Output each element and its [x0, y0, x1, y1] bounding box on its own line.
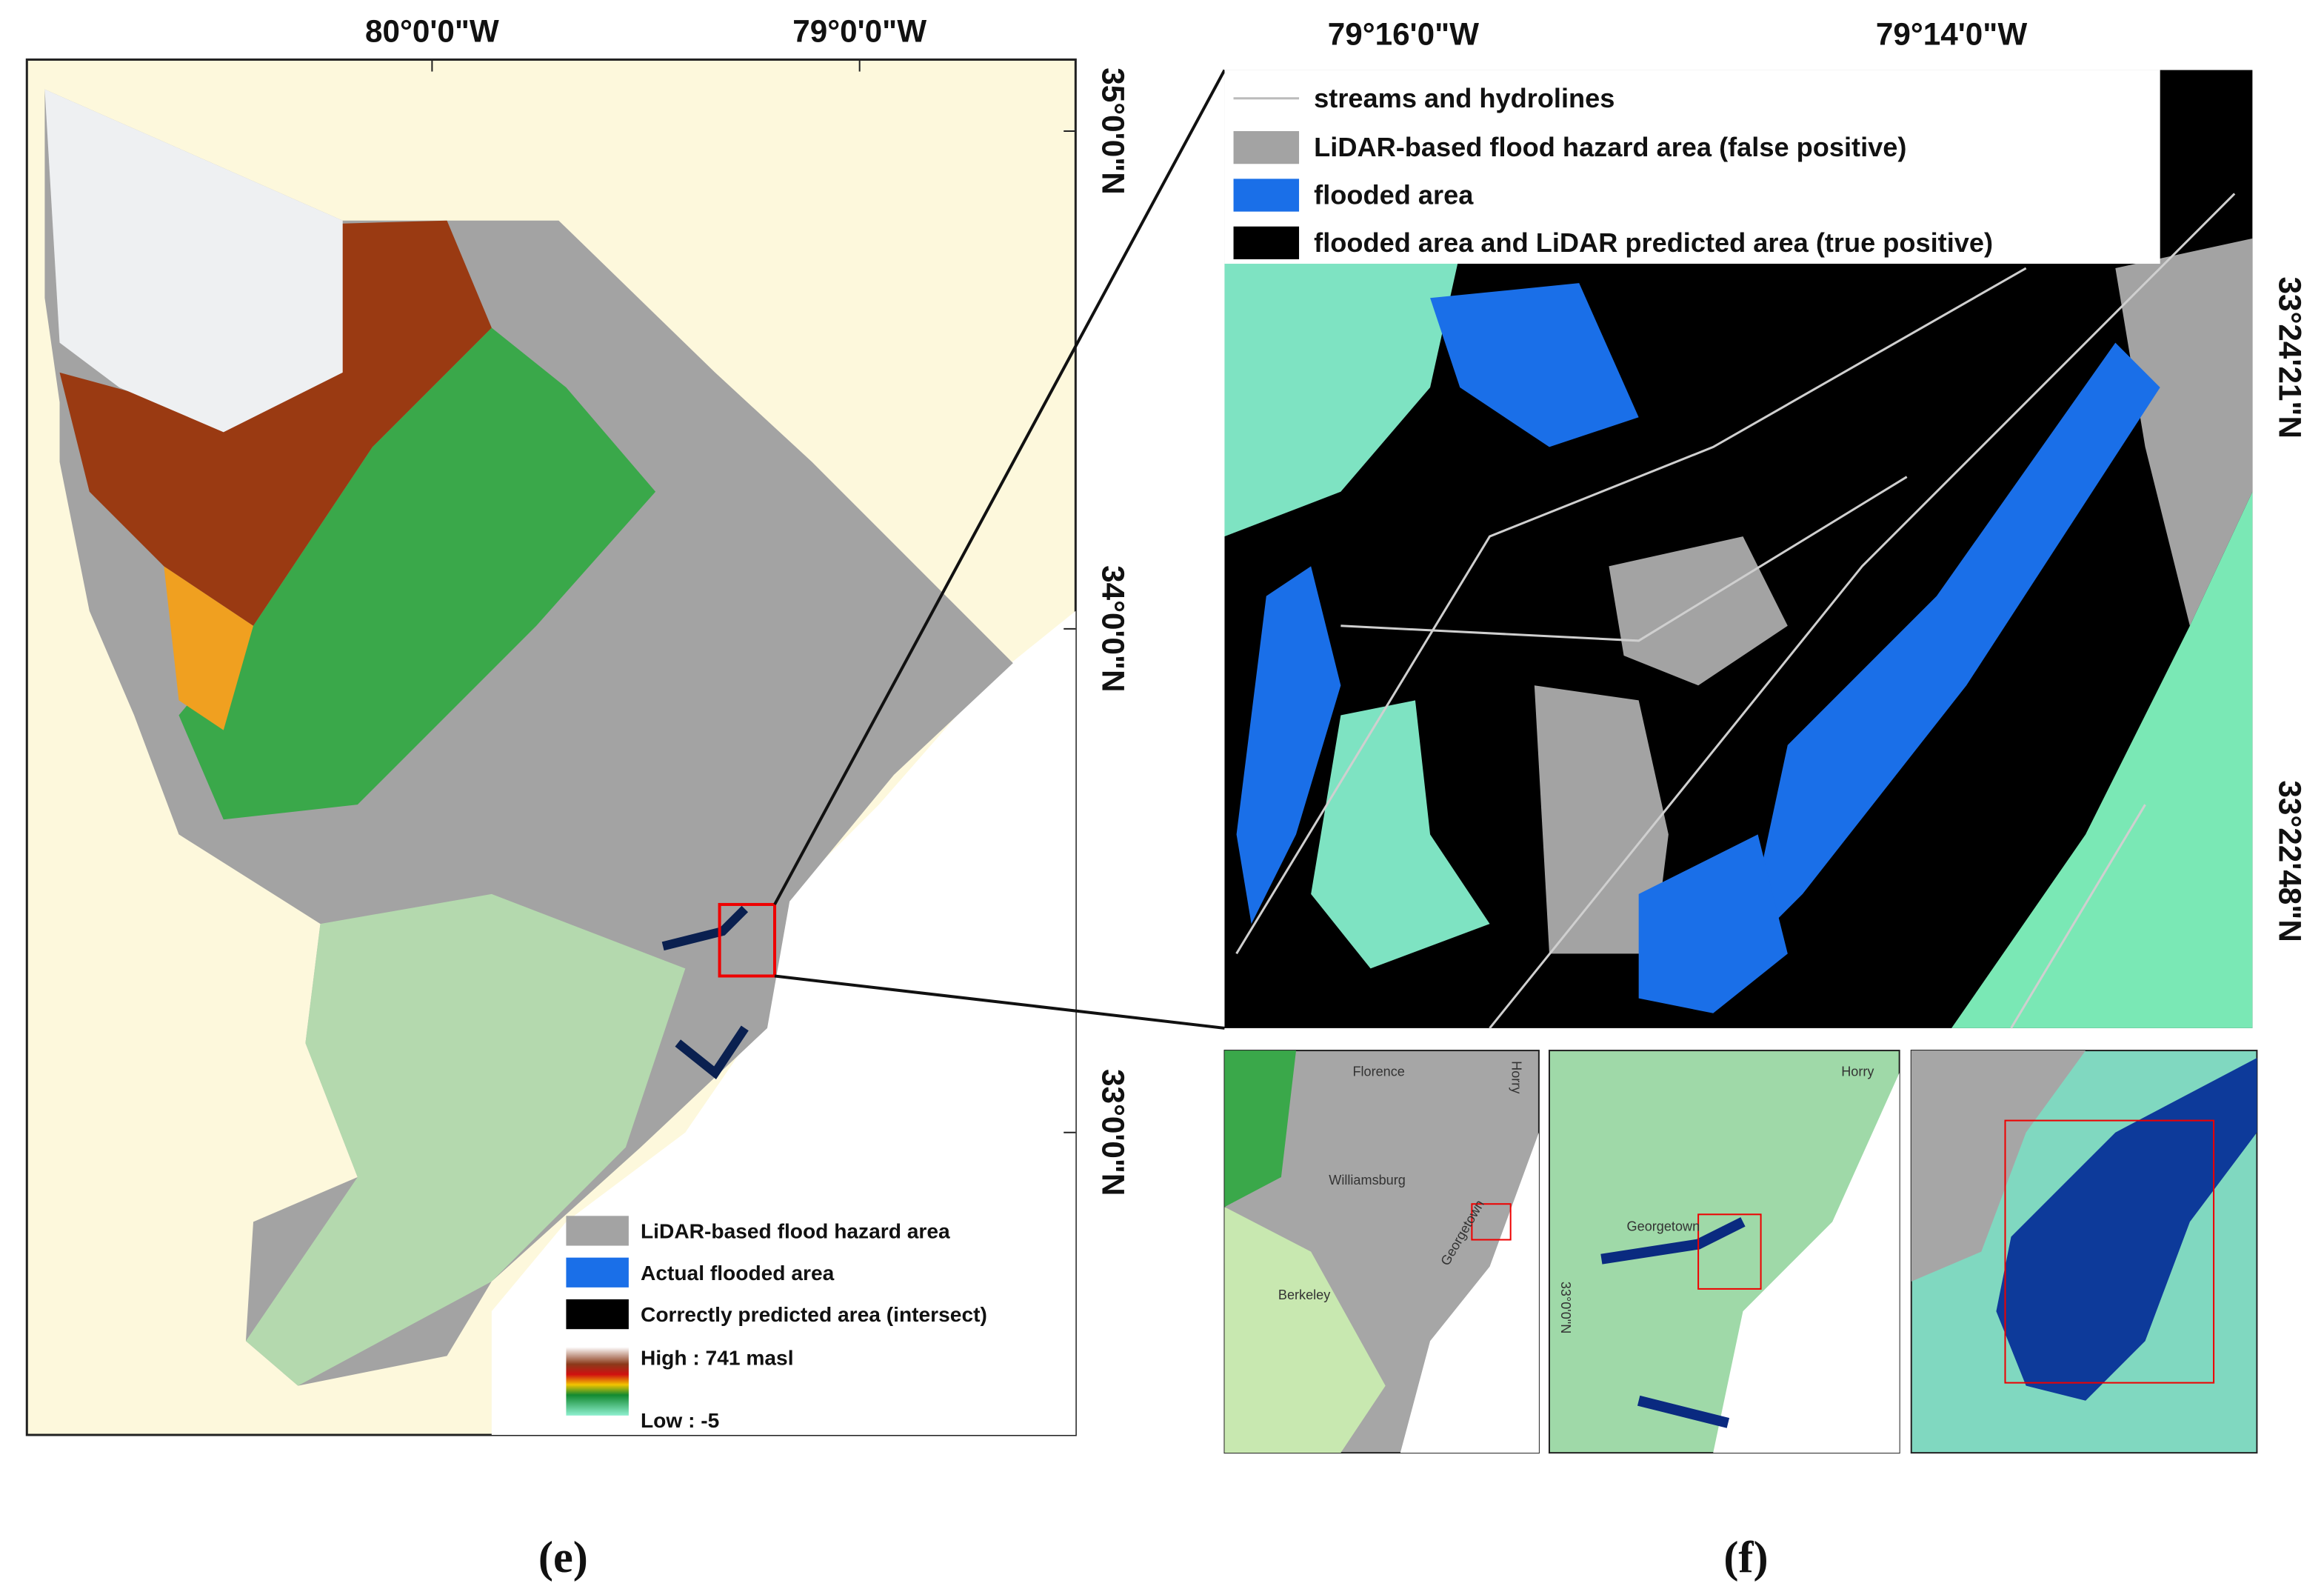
- legend-text: streams and hydrolines: [1314, 83, 1615, 113]
- legend-text: Correctly predicted area (intersect): [641, 1303, 987, 1326]
- x-label: 80°0'0"W: [365, 13, 499, 48]
- x-label: 79°0'0"W: [792, 13, 926, 48]
- x-label: 79°14'0"W: [1876, 16, 2027, 51]
- legend-text: LiDAR-based flood hazard area (false pos…: [1314, 132, 1906, 162]
- place-label: Horry: [1509, 1061, 1524, 1094]
- legend-swatch: [566, 1257, 629, 1287]
- legend-text: High : 741 masl: [641, 1346, 794, 1369]
- place-label: Horry: [1841, 1064, 1874, 1079]
- caption: (e): [538, 1533, 588, 1582]
- ocean: [491, 610, 1076, 1436]
- legend-text: Actual flooded area: [641, 1262, 835, 1285]
- ocean: [1400, 1132, 1539, 1453]
- lowland: [1224, 1207, 1386, 1453]
- inset-2: Horry Georgetown 33°0'0"N: [1548, 1050, 1900, 1454]
- legend-swatch: [1233, 179, 1300, 212]
- inset-3: [1910, 1050, 2258, 1454]
- highland: [44, 89, 343, 433]
- place-label: 33°0'0"N: [1558, 1282, 1573, 1333]
- land-patch: [1951, 491, 2253, 1028]
- green-terrain: [1224, 1050, 1297, 1207]
- hazard-patch: [1609, 536, 1788, 686]
- y-label: 33°24'21"N: [2273, 277, 2308, 439]
- connector: [774, 974, 1225, 1030]
- land-patch: [1311, 700, 1490, 969]
- hazard-patch: [2115, 238, 2253, 626]
- green-terrain: [178, 327, 656, 820]
- brown-terrain: [59, 220, 492, 626]
- legend-swatch: [566, 1299, 629, 1330]
- place-label: Florence: [1352, 1064, 1404, 1079]
- flood-strip: [1743, 342, 2160, 954]
- caption: (f): [1723, 1533, 1768, 1582]
- legend-swatch: [1233, 131, 1300, 164]
- place-label: Williamsburg: [1329, 1173, 1406, 1187]
- inset-1: Florence Horry Williamsburg Georgetown B…: [1223, 1050, 1540, 1454]
- place-label: Georgetown: [1627, 1219, 1700, 1233]
- flood-strip: [1430, 283, 1639, 447]
- left-map: 80°0'0"W 79°0'0"W 35°0'0"N 34°0'0"N 33°0…: [25, 13, 1131, 1436]
- zoom-box: [718, 902, 777, 978]
- place-label: Berkeley: [1278, 1287, 1331, 1302]
- y-label: 34°0'0"N: [1096, 565, 1131, 692]
- ocean: [1713, 1073, 1900, 1453]
- flood-strip: [1236, 566, 1341, 925]
- zoom-box: [1471, 1203, 1512, 1241]
- right-map: streams and hydrolines LiDAR-based flood…: [1224, 16, 2308, 1029]
- orange-terrain: [164, 566, 254, 730]
- y-label: 33°22'48"N: [2273, 780, 2308, 942]
- flood-strip: [1638, 834, 1788, 1013]
- flooded-river: [661, 905, 749, 1080]
- hazard-patch: [1534, 685, 1669, 954]
- legend-swatch: [1233, 226, 1300, 259]
- legend-gradient: [566, 1347, 629, 1416]
- zoom-box: [1697, 1213, 1762, 1290]
- zoom-box: [2004, 1119, 2215, 1384]
- y-label: 33°0'0"N: [1096, 1069, 1131, 1196]
- legend-text: flooded area: [1314, 180, 1474, 210]
- legend-swatch: [566, 1216, 629, 1246]
- y-label: 35°0'0"N: [1096, 67, 1131, 194]
- legend-box: [1224, 70, 2160, 264]
- lowland: [245, 893, 686, 1386]
- x-label: 79°16'0"W: [1328, 16, 1479, 51]
- legend-text: flooded area and LiDAR predicted area (t…: [1314, 227, 1993, 258]
- land-patch: [1224, 253, 1460, 537]
- legend-text: LiDAR-based flood hazard area: [641, 1220, 950, 1243]
- flood-area: [1996, 1058, 2257, 1401]
- legend-text: Low : -5: [641, 1409, 719, 1432]
- hazard-patch: [1911, 1050, 2086, 1282]
- streams: [1235, 193, 2236, 1029]
- connector: [773, 69, 1226, 905]
